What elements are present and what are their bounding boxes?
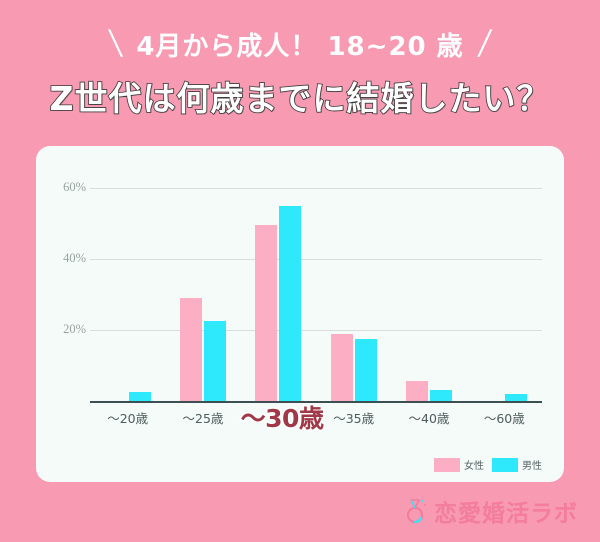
brand-logo-text: 恋愛婚活ラボ: [434, 501, 578, 527]
bar-male: [203, 321, 226, 401]
ring-heart-icon: [402, 496, 428, 526]
header: \ 4月から成人！ 18~20 歳 / Z世代は何歳までに結婚したい？: [0, 0, 600, 146]
x-axis-label: ～60歳: [483, 411, 525, 426]
legend-label-female: 女性: [464, 461, 484, 472]
legend-item-female: 女性: [434, 457, 484, 472]
bar-male: [128, 392, 151, 401]
bar-pair: [90, 146, 165, 401]
page-title: Z世代は何歳までに結婚したい？: [49, 78, 551, 119]
kicker-row: \ 4月から成人！ 18~20 歳 /: [0, 23, 600, 65]
bar-male: [505, 393, 528, 401]
bar-group: ～60歳: [467, 146, 542, 482]
x-axis-label: ～40歳: [408, 411, 450, 426]
x-axis-label-highlighted: ～30歳: [239, 403, 325, 435]
bar-male: [354, 338, 377, 401]
bar-pair: [316, 146, 391, 401]
kicker-text: 4月から成人！ 18~20 歳: [136, 32, 464, 62]
bar-group: ～40歳: [391, 146, 466, 482]
bar-female: [405, 381, 428, 401]
gridline: [90, 188, 542, 189]
bar-male: [429, 390, 452, 401]
bar-group: ～20歳: [90, 146, 165, 482]
y-axis-tick-label: 40%: [63, 251, 86, 265]
brand-logo: 恋愛婚活ラボ: [402, 494, 578, 528]
gridline: [90, 259, 542, 260]
bar-female: [255, 225, 278, 401]
bar-pair: [165, 146, 240, 401]
bar-male: [279, 205, 302, 401]
bar-pair: [241, 146, 316, 401]
y-axis-tick-label: 20%: [63, 322, 86, 336]
bar-group: ～25歳: [165, 146, 240, 482]
chart-legend: 女性 男性: [434, 457, 542, 472]
x-axis-label: ～25歳: [182, 411, 224, 426]
x-axis-label: ～35歳: [333, 411, 375, 426]
legend-item-male: 男性: [492, 457, 542, 472]
legend-label-male: 男性: [522, 461, 542, 472]
bar-pair: [467, 146, 542, 401]
slash-right-decoration: /: [474, 23, 494, 65]
legend-swatch-female-icon: [434, 457, 460, 472]
legend-swatch-male-icon: [492, 457, 518, 472]
chart-card: 20% 40% 60% ～20歳 ～25歳 ～30歳 ～35歳 ～40歳 ～60歳 女性 男性: [36, 146, 564, 482]
bar-group: ～35歳: [316, 146, 391, 482]
bar-pair: [391, 146, 466, 401]
bar-group: ～30歳: [239, 146, 325, 482]
bar-groups: ～20歳 ～25歳 ～30歳 ～35歳 ～40歳 ～60歳: [90, 146, 542, 482]
gridline: [90, 330, 542, 331]
bar-chart-plot: 20% 40% 60% ～20歳 ～25歳 ～30歳 ～35歳 ～40歳 ～60歳: [36, 146, 564, 482]
slash-left-decoration: \: [106, 23, 126, 65]
x-axis-line: [90, 401, 542, 403]
y-axis-tick-label: 60%: [63, 180, 86, 194]
x-axis-label: ～20歳: [107, 411, 149, 426]
footer: 恋愛婚活ラボ: [0, 482, 600, 542]
bar-female: [330, 333, 353, 401]
bar-female: [179, 298, 202, 401]
